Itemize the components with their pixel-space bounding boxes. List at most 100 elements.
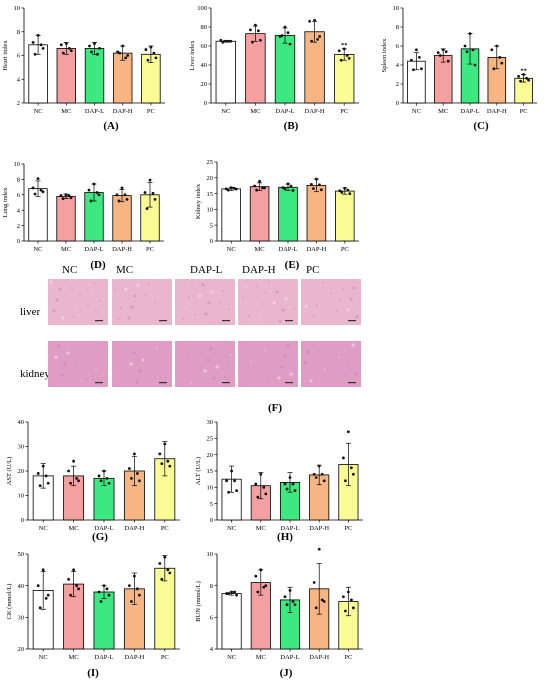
x-tick-label: PC — [146, 246, 154, 253]
data-point — [98, 46, 101, 50]
data-point — [99, 600, 103, 603]
data-point — [285, 487, 289, 491]
tissue-texture — [283, 354, 287, 358]
tissue-texture — [182, 318, 184, 320]
data-point — [96, 52, 99, 56]
x-tick-label: NC — [221, 108, 230, 115]
data-point — [160, 577, 164, 581]
data-point — [151, 191, 155, 195]
data-point — [41, 190, 45, 194]
data-point — [344, 479, 347, 483]
data-point — [495, 44, 499, 48]
tissue-texture — [304, 304, 308, 308]
data-point — [473, 63, 477, 67]
data-point — [64, 193, 68, 197]
data-point — [317, 464, 321, 468]
tissue-texture — [247, 372, 249, 374]
data-point — [59, 194, 63, 197]
tissue-texture — [268, 281, 270, 283]
data-point — [227, 592, 231, 595]
tissue-texture — [179, 343, 181, 345]
data-point — [61, 51, 65, 55]
data-point — [46, 481, 50, 485]
data-point — [148, 178, 152, 182]
data-point — [312, 472, 316, 476]
x-tick-label: DAP-H — [309, 654, 329, 661]
data-point — [38, 484, 42, 488]
histology-column-header: PC — [306, 264, 319, 276]
data-point — [281, 186, 285, 189]
data-point — [313, 18, 316, 22]
data-point — [120, 186, 124, 190]
tissue-texture — [272, 301, 276, 305]
data-point — [230, 590, 234, 594]
x-tick-label: NC — [39, 654, 48, 661]
scale-bar — [159, 320, 167, 322]
histology-image — [175, 341, 235, 387]
y-axis-label: CK (mmol/L) — [6, 584, 13, 620]
data-point — [350, 466, 353, 470]
tissue-texture — [309, 379, 313, 383]
data-point — [322, 479, 326, 483]
data-point — [438, 54, 442, 57]
tissue-texture — [261, 360, 263, 362]
data-point — [227, 490, 231, 494]
significance-label: ** — [341, 42, 348, 49]
data-point — [527, 78, 530, 82]
tissue-texture — [145, 294, 147, 296]
y-tick-label: 30 — [18, 444, 25, 451]
data-point — [258, 179, 261, 183]
tissue-texture — [66, 351, 70, 355]
scale-bar — [348, 320, 356, 322]
tissue-texture — [242, 297, 244, 299]
data-point — [308, 19, 311, 23]
tissue-section — [175, 341, 235, 387]
tissue-texture — [341, 345, 343, 347]
data-point — [31, 186, 35, 190]
tissue-texture — [342, 288, 344, 290]
tissue-section — [112, 341, 172, 387]
tissue-texture — [319, 293, 321, 295]
data-point — [259, 472, 263, 476]
tissue-texture — [191, 285, 193, 287]
y-tick-label: 8 — [17, 177, 20, 184]
data-point — [36, 33, 40, 37]
data-point — [314, 476, 318, 479]
tissue-texture — [209, 347, 213, 351]
x-tick-label: PC — [344, 525, 352, 532]
bar-chart-panel: 0 2 4 6 8 10 Spleen index NC MC DAP-L DAP-H ** PC (C) — [381, 5, 537, 132]
data-point — [127, 467, 131, 470]
x-tick-label: PC — [344, 654, 352, 661]
y-tick-label: 8 — [396, 24, 399, 31]
data-point — [314, 606, 318, 610]
data-point — [318, 183, 321, 187]
y-tick-label: 80 — [201, 24, 208, 31]
data-point — [59, 43, 63, 47]
tissue-texture — [210, 290, 214, 294]
x-tick-label: MC — [438, 108, 448, 115]
data-point — [33, 52, 37, 56]
tissue-texture — [98, 357, 100, 359]
data-point — [118, 51, 122, 55]
data-point — [133, 452, 136, 456]
data-point — [468, 32, 472, 36]
y-tick-label: 2 — [396, 81, 399, 88]
tissue-texture — [73, 316, 75, 318]
data-point — [163, 442, 167, 446]
bar — [306, 184, 327, 242]
data-point — [145, 207, 149, 211]
tissue-texture — [153, 358, 155, 360]
data-point — [288, 476, 292, 479]
tissue-texture — [190, 382, 192, 384]
data-point — [166, 568, 170, 572]
data-point — [89, 199, 93, 203]
tissue-texture — [267, 378, 269, 380]
panel-label: (I) — [87, 667, 99, 679]
y-tick-label: 6 — [396, 43, 400, 50]
data-point — [230, 469, 234, 473]
bar-chart-panel: 2 4 6 8 10 Heart index NC MC DAP-L DAP-H PC (A) — [2, 5, 165, 132]
data-point — [465, 50, 469, 54]
data-point — [235, 593, 239, 597]
y-tick-label: 100 — [197, 5, 207, 12]
y-tick-label: 10 — [207, 485, 214, 492]
